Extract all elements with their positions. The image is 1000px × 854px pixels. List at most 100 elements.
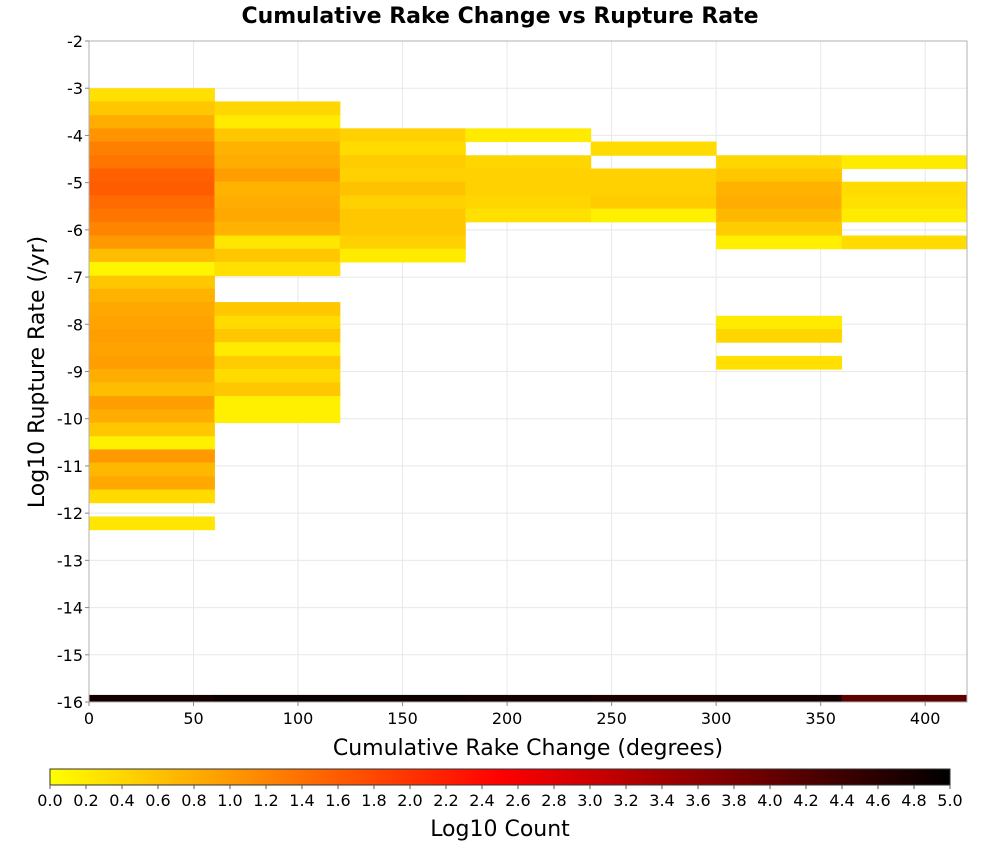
heatmap-cell	[716, 329, 843, 343]
y-tick-label: -8	[67, 315, 83, 334]
colorbar-tick-label: 4.4	[829, 791, 854, 810]
y-tick-label: -14	[57, 599, 83, 618]
colorbar-tick-label: 4.8	[901, 791, 926, 810]
heatmap-cell	[89, 155, 215, 169]
colorbar-tick-label: 4.6	[865, 791, 890, 810]
heatmap-cell	[716, 181, 843, 196]
heatmap-cell	[214, 128, 341, 143]
heatmap-cell	[89, 516, 215, 531]
heatmap-cell	[89, 128, 215, 143]
heatmap-cell	[89, 115, 215, 129]
heatmap-cell	[214, 208, 341, 223]
colorbar-tick-label: 0.4	[109, 791, 134, 810]
colorbar-tick-label: 1.8	[361, 791, 386, 810]
heatmap-cell-bottom	[841, 694, 968, 702]
y-tick-label: -6	[67, 221, 83, 240]
heatmap-cell	[339, 155, 466, 169]
heatmap-cell	[339, 141, 466, 156]
heatmap-cell	[89, 396, 215, 410]
heatmap-cell	[339, 248, 466, 263]
heatmap-cell-bottom	[89, 694, 215, 702]
y-axis-label: Log10 Rupture Rate (/yr)	[25, 236, 50, 508]
colorbar-tick-label: 0.2	[73, 791, 98, 810]
y-tick-label: -11	[57, 457, 83, 476]
y-tick-label: -12	[57, 504, 83, 523]
y-tick-label: -2	[67, 32, 83, 51]
heatmap-cell	[89, 302, 215, 317]
heatmap-cell	[590, 208, 717, 223]
heatmap-cell	[89, 88, 215, 102]
heatmap-cell	[214, 101, 341, 116]
colorbar-tick-label: 0.6	[145, 791, 170, 810]
heatmap-cell	[89, 288, 215, 303]
heatmap-cell	[214, 141, 341, 156]
colorbar-tick-label: 1.2	[253, 791, 278, 810]
colorbar-tick-label: 2.4	[469, 791, 494, 810]
colorbar-tick-label: 3.0	[577, 791, 602, 810]
colorbar-tick-label: 2.2	[433, 791, 458, 810]
heatmap-cell	[214, 355, 341, 370]
heatmap-cell	[716, 221, 843, 237]
heatmap-cell	[89, 261, 215, 277]
colorbar-tick-label: 2.6	[505, 791, 530, 810]
colorbar	[49, 768, 951, 786]
heatmap-cell	[339, 168, 466, 183]
heatmap-cell	[89, 409, 215, 423]
colorbar-tick-label: 4.0	[757, 791, 782, 810]
heatmap-cell	[214, 248, 341, 263]
heatmap-cell	[214, 315, 341, 330]
heatmap-cell	[716, 315, 843, 330]
x-tick-label: 50	[183, 709, 203, 728]
heatmap-cell	[465, 181, 592, 196]
colorbar-tick-label: 4.2	[793, 791, 818, 810]
colorbar-tick-label: 1.6	[325, 791, 350, 810]
x-tick-label: 250	[596, 709, 627, 728]
colorbar-tick-label: 0.8	[181, 791, 206, 810]
heatmap-cell	[716, 235, 843, 250]
y-tick-label: -5	[67, 174, 83, 193]
colorbar-tick-label: 5.0	[937, 791, 962, 810]
heatmap-cell	[716, 155, 843, 169]
heatmap-cell	[590, 181, 717, 196]
x-axis-label: Cumulative Rake Change (degrees)	[333, 736, 723, 761]
heatmap-cell	[214, 115, 341, 129]
colorbar-tick-label: 3.6	[685, 791, 710, 810]
heatmap-cell	[214, 302, 341, 317]
y-tick-label: -3	[67, 79, 83, 98]
heatmap-cell-bottom	[339, 694, 466, 702]
heatmap-cell	[89, 329, 215, 343]
colorbar-tick-label: 3.8	[721, 791, 746, 810]
heatmap-cell	[214, 221, 341, 237]
heatmap-cell	[89, 342, 215, 357]
heatmap-cell	[716, 168, 843, 183]
heatmap-cell	[214, 409, 341, 423]
x-tick-label: 300	[701, 709, 732, 728]
heatmap-cell	[214, 382, 341, 397]
heatmap-cell	[89, 422, 215, 437]
colorbar-tick-label: 3.4	[649, 791, 674, 810]
y-tick-label: -13	[57, 551, 83, 570]
heatmap-cell	[214, 369, 341, 383]
heatmap-cell	[89, 195, 215, 210]
heatmap-cell	[465, 195, 592, 210]
heatmap-cell	[339, 208, 466, 223]
heatmap-cells	[89, 88, 968, 702]
heatmap-cell	[841, 195, 968, 210]
y-tick-label: -15	[57, 646, 83, 665]
heatmap-cell	[841, 235, 968, 250]
heatmap-cell	[339, 181, 466, 196]
heatmap-cell	[89, 221, 215, 237]
heatmap-cell	[339, 128, 466, 143]
heatmap-cell	[214, 195, 341, 210]
y-tick-label: -16	[57, 693, 83, 712]
heatmap-cell	[214, 155, 341, 169]
heatmap-cell	[89, 168, 215, 183]
heatmap-cell	[89, 462, 215, 477]
heatmap-cell	[465, 128, 592, 143]
y-axis-ticks: -2 -3 -4 -5 -6 -7 -8 -9 -10 -11 -12 -13 -14 -15 -16	[57, 32, 89, 712]
heatmap-cell	[89, 181, 215, 196]
heatmap-cell	[339, 195, 466, 210]
colorbar-label: Log10 Count	[430, 817, 570, 842]
